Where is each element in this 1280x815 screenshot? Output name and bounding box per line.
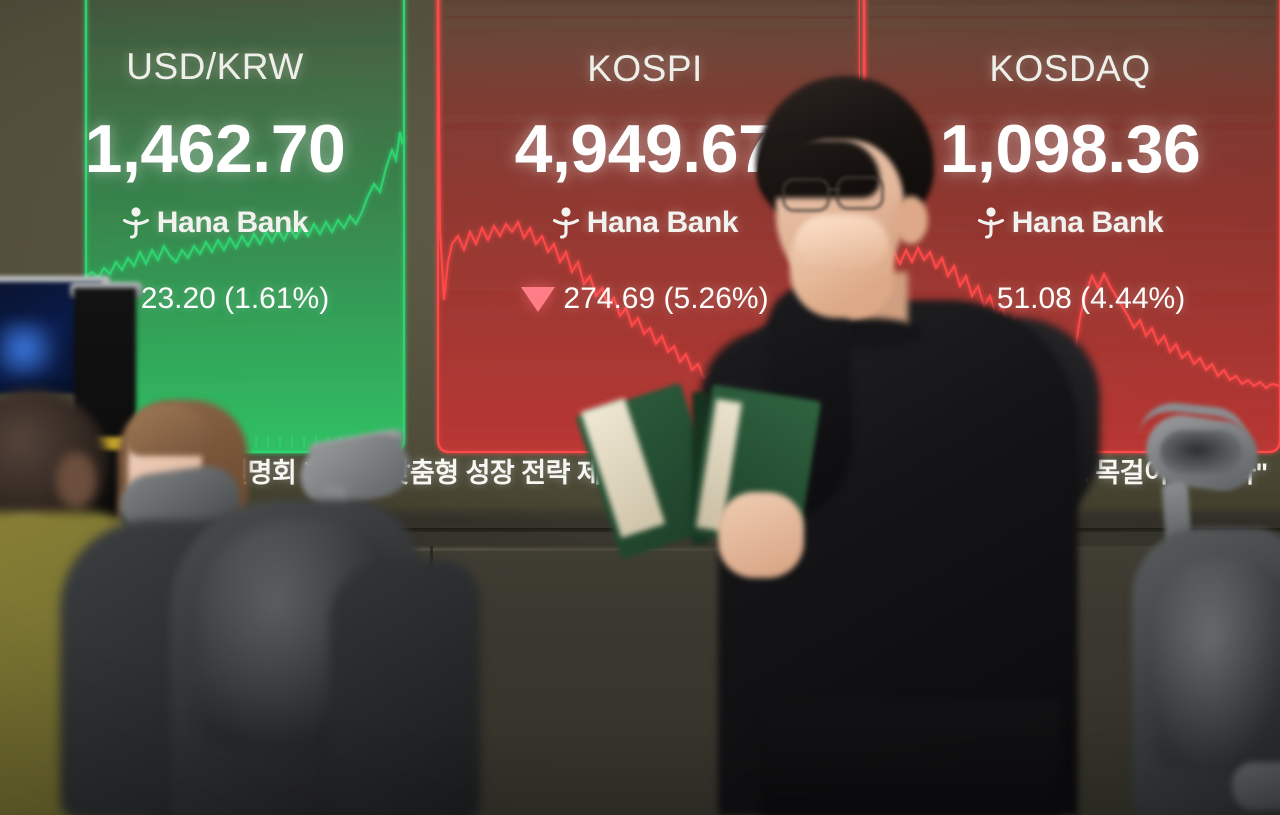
usdkrw-value: 1,462.70	[0, 110, 430, 188]
kospi-brand: Hana Bank	[430, 206, 860, 240]
quote-panel-usdkrw: USD/KRW 1,462.70 Hana Bank 23.20 (1.61%)	[0, 0, 430, 470]
usdkrw-change-label: 23.20 (1.61%)	[141, 282, 329, 316]
kosdaq-value: 1,098.36	[860, 110, 1280, 188]
hana-bank-logo-icon	[122, 207, 149, 239]
usdkrw-brand-label: Hana Bank	[157, 206, 309, 240]
usdkrw-title: USD/KRW	[0, 46, 430, 88]
hana-bank-logo-icon	[552, 207, 579, 239]
usdkrw-brand: Hana Bank	[0, 206, 430, 240]
kospi-brand-label: Hana Bank	[587, 206, 739, 240]
kospi-title: KOSPI	[430, 48, 860, 90]
triangle-down-icon	[521, 286, 556, 312]
kosdaq-brand: Hana Bank	[860, 206, 1280, 240]
kosdaq-title: KOSDAQ	[860, 48, 1280, 90]
hana-bank-logo-icon	[977, 207, 1004, 239]
kospi-value: 4,949.67	[430, 110, 860, 188]
kosdaq-brand-label: Hana Bank	[1012, 206, 1164, 240]
